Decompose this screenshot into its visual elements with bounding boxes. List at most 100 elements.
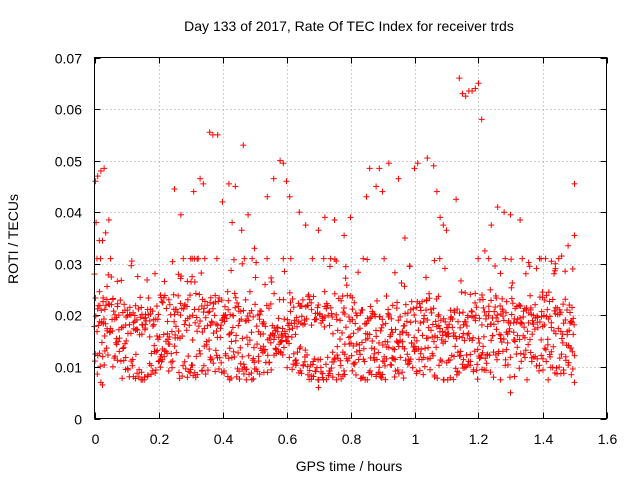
data-point	[281, 268, 288, 275]
data-point	[522, 347, 529, 354]
data-point	[97, 363, 104, 370]
data-point	[545, 376, 552, 383]
data-point	[242, 296, 249, 303]
data-point	[109, 296, 116, 303]
data-point	[202, 371, 209, 378]
data-point	[248, 369, 255, 376]
data-point	[415, 327, 422, 334]
data-point	[366, 165, 373, 172]
data-point	[250, 313, 257, 320]
data-point	[364, 335, 371, 342]
data-point	[349, 294, 356, 301]
data-point	[456, 310, 463, 317]
data-point	[463, 352, 470, 359]
data-point	[520, 308, 527, 315]
data-point	[334, 327, 341, 334]
data-point	[264, 255, 271, 262]
data-point	[339, 329, 346, 336]
data-point	[113, 341, 120, 348]
data-point	[232, 294, 239, 301]
data-point	[478, 321, 485, 328]
data-point	[152, 370, 159, 377]
data-point	[534, 324, 541, 331]
data-point	[485, 303, 492, 310]
data-point	[293, 314, 300, 321]
data-point	[479, 296, 486, 303]
data-point	[527, 304, 534, 311]
data-point	[488, 297, 495, 304]
data-point	[406, 263, 413, 270]
data-point	[442, 338, 449, 345]
data-point	[391, 346, 398, 353]
data-point	[409, 364, 416, 371]
data-point	[533, 265, 540, 272]
data-point	[329, 330, 336, 337]
data-point	[359, 339, 366, 346]
data-point	[314, 304, 321, 311]
data-point	[420, 371, 427, 378]
data-point	[195, 323, 202, 330]
y-tick-label: 0.02	[55, 308, 82, 324]
data-point	[475, 255, 482, 262]
data-point	[566, 327, 573, 334]
data-point	[196, 347, 203, 354]
data-point	[321, 313, 328, 320]
data-point	[533, 362, 540, 369]
x-tick-label: 0.8	[342, 431, 362, 447]
data-point	[489, 332, 496, 339]
data-point	[129, 362, 136, 369]
data-point	[92, 295, 99, 302]
data-point	[364, 256, 371, 263]
data-point	[153, 348, 160, 355]
data-point	[379, 188, 386, 195]
data-point	[386, 311, 393, 318]
data-point	[517, 350, 524, 357]
data-point	[132, 375, 139, 382]
data-point	[285, 340, 292, 347]
data-point	[508, 295, 515, 302]
data-point	[402, 357, 409, 364]
data-point	[240, 307, 247, 314]
data-point	[274, 328, 281, 335]
data-point	[517, 314, 524, 321]
data-point	[571, 352, 578, 359]
data-point	[298, 370, 305, 377]
data-point	[224, 288, 231, 295]
data-point	[424, 334, 431, 341]
data-point	[497, 376, 504, 383]
data-point	[495, 350, 502, 357]
data-point	[161, 292, 168, 299]
data-point	[157, 364, 164, 371]
data-point	[516, 336, 523, 343]
data-point	[430, 162, 437, 169]
data-point	[171, 318, 178, 325]
data-point	[123, 314, 130, 321]
data-point	[164, 330, 171, 337]
data-point	[268, 278, 275, 285]
data-point	[320, 255, 327, 262]
data-point	[179, 373, 186, 380]
data-point	[97, 167, 104, 174]
data-point	[146, 317, 153, 324]
data-point	[228, 267, 235, 274]
data-point	[404, 351, 411, 358]
data-point	[352, 359, 359, 366]
data-point	[486, 352, 493, 359]
data-point	[201, 255, 208, 262]
data-point	[475, 335, 482, 342]
data-point	[405, 331, 412, 338]
data-point	[550, 343, 557, 350]
data-point	[127, 330, 134, 337]
data-point	[459, 309, 466, 316]
data-point	[325, 312, 332, 319]
data-point	[401, 235, 408, 241]
data-points	[91, 75, 578, 396]
data-point	[317, 356, 324, 363]
data-point	[248, 307, 255, 314]
data-point	[212, 292, 219, 299]
data-point	[548, 348, 555, 355]
data-point	[237, 308, 244, 315]
data-point	[221, 318, 228, 325]
x-tick-label: 0	[92, 431, 100, 447]
data-point	[110, 308, 117, 315]
